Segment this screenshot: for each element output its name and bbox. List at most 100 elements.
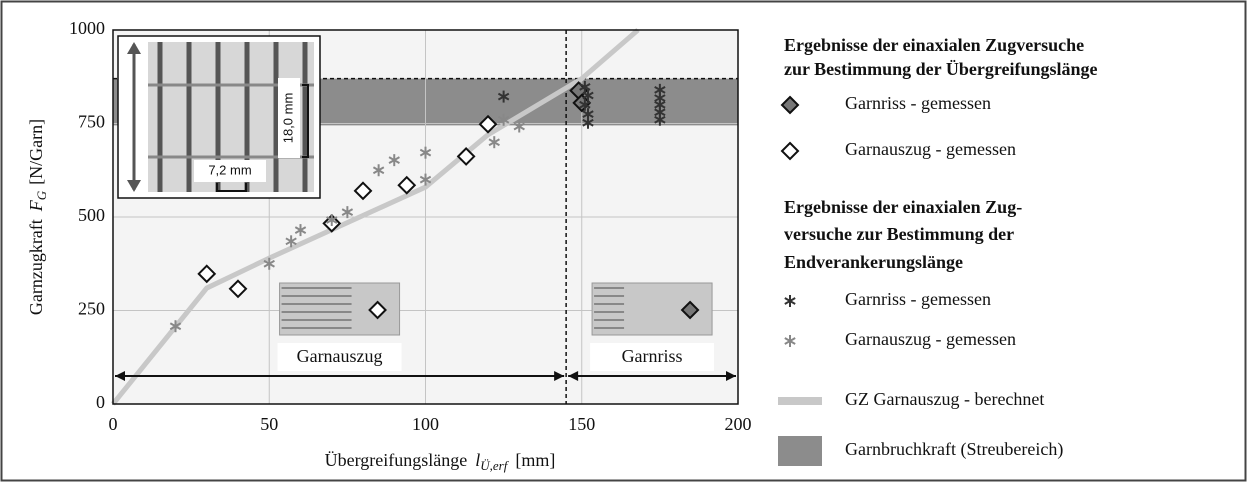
star-marker	[513, 120, 525, 133]
arrow-head	[568, 371, 579, 381]
star-stroke	[285, 237, 297, 246]
legend-label: Garnriss - gemessen	[845, 93, 991, 113]
star-stroke	[582, 110, 594, 119]
star-marker	[372, 164, 385, 177]
star-marker	[419, 146, 432, 159]
star-stroke	[497, 92, 510, 101]
y-tick-label: 0	[96, 392, 105, 412]
diamond-marker	[780, 95, 800, 115]
star-marker	[582, 89, 594, 102]
star-marker	[784, 335, 796, 347]
legend-title: Ergebnisse der einaxialen Zug-	[784, 197, 1022, 217]
dimension	[302, 84, 309, 158]
star-stroke	[784, 337, 796, 345]
diamond-marker	[397, 175, 417, 195]
star-stroke	[654, 94, 666, 102]
label-box	[277, 343, 402, 371]
diamond-marker	[680, 300, 700, 320]
line-series	[111, 28, 640, 406]
dimension	[216, 183, 247, 192]
inset-label: 18,0 mm	[280, 93, 295, 144]
legend-label: Garnbruchkraft (Streubereich)	[845, 439, 1063, 460]
diamond	[780, 141, 800, 161]
x-label-subscript: Ü,erf	[480, 458, 509, 473]
diamond	[197, 264, 217, 284]
legend-label: Garnauszug - gemessen	[845, 139, 1016, 159]
star-stroke	[582, 91, 594, 100]
diamond-marker	[353, 181, 373, 201]
star-stroke	[654, 100, 666, 109]
star-stroke	[419, 175, 432, 184]
star-stroke	[513, 122, 525, 131]
star-marker	[654, 113, 666, 126]
y-axis-label: Garnzugkraft FG [N/Garn]	[26, 119, 49, 315]
diamond	[478, 114, 498, 134]
arrow-head	[127, 180, 141, 192]
arrow-head	[115, 371, 125, 381]
x-label-text: Übergreifungslänge	[325, 450, 468, 470]
diamond	[353, 181, 373, 201]
label-box	[590, 343, 715, 371]
diamond-marker	[780, 141, 800, 161]
legend-title: versuche zur Bestimmung der	[784, 224, 1014, 244]
y-label-unit: [N/Garn]	[26, 119, 46, 185]
arrow-head	[726, 371, 736, 381]
star-stroke	[326, 216, 338, 224]
star-marker	[488, 136, 500, 149]
star-marker	[294, 224, 307, 237]
diamond	[397, 175, 417, 195]
x-label-symbol: l	[475, 450, 480, 470]
diamond	[456, 146, 476, 166]
legend-label: Garnriss - gemessen	[845, 289, 991, 309]
star-stroke	[294, 226, 307, 234]
region-label: Garnriss	[622, 346, 683, 366]
y-tick-label: 750	[78, 112, 105, 132]
star-stroke	[488, 138, 500, 147]
y-label-symbol: F	[26, 199, 46, 212]
legend-band	[778, 436, 822, 466]
inset-label: 7,2 mm	[208, 162, 251, 177]
diamond	[368, 300, 387, 320]
star-stroke	[579, 82, 591, 91]
legend-label: Garnauszug - gemessen	[845, 329, 1016, 349]
star-marker	[579, 98, 591, 111]
star-stroke	[169, 322, 182, 331]
star-stroke	[582, 118, 594, 127]
star-marker	[579, 80, 591, 93]
star-marker	[497, 90, 510, 103]
arrow-head	[127, 42, 141, 54]
diamond-marker	[368, 300, 387, 320]
y-tick-label: 500	[78, 205, 105, 225]
x-axis-label: Übergreifungslänge lÜ,erf [mm]	[325, 450, 556, 473]
star-stroke	[654, 85, 666, 94]
star-stroke	[654, 108, 666, 117]
region-label: Garnauszug	[297, 346, 383, 366]
star-marker	[784, 295, 796, 307]
legend-title: Ergebnisse der einaxialen Zugversuche	[784, 35, 1084, 55]
axes-frame	[112, 29, 739, 405]
star-marker	[326, 213, 338, 226]
diamond	[780, 95, 800, 115]
star-marker	[169, 320, 182, 333]
y-tick-label: 250	[78, 299, 105, 319]
star-marker	[497, 113, 510, 126]
x-tick-label: 0	[109, 414, 118, 434]
diamond-marker	[228, 279, 248, 299]
star-stroke	[784, 297, 796, 305]
x-tick-label: 200	[725, 414, 752, 434]
y-label-text: Garnzugkraft	[26, 219, 46, 315]
diamond-marker	[197, 264, 217, 284]
star-stroke	[579, 100, 591, 109]
star-stroke	[372, 166, 385, 175]
legend-line	[778, 397, 822, 405]
inset-label-box	[278, 78, 300, 158]
diamond-marker	[478, 114, 498, 134]
y-label-subscript: G	[34, 190, 49, 200]
diamond	[680, 300, 700, 320]
star-stroke	[341, 208, 354, 217]
x-tick-label: 150	[568, 414, 595, 434]
star-marker	[285, 235, 297, 248]
star-stroke	[654, 115, 666, 124]
